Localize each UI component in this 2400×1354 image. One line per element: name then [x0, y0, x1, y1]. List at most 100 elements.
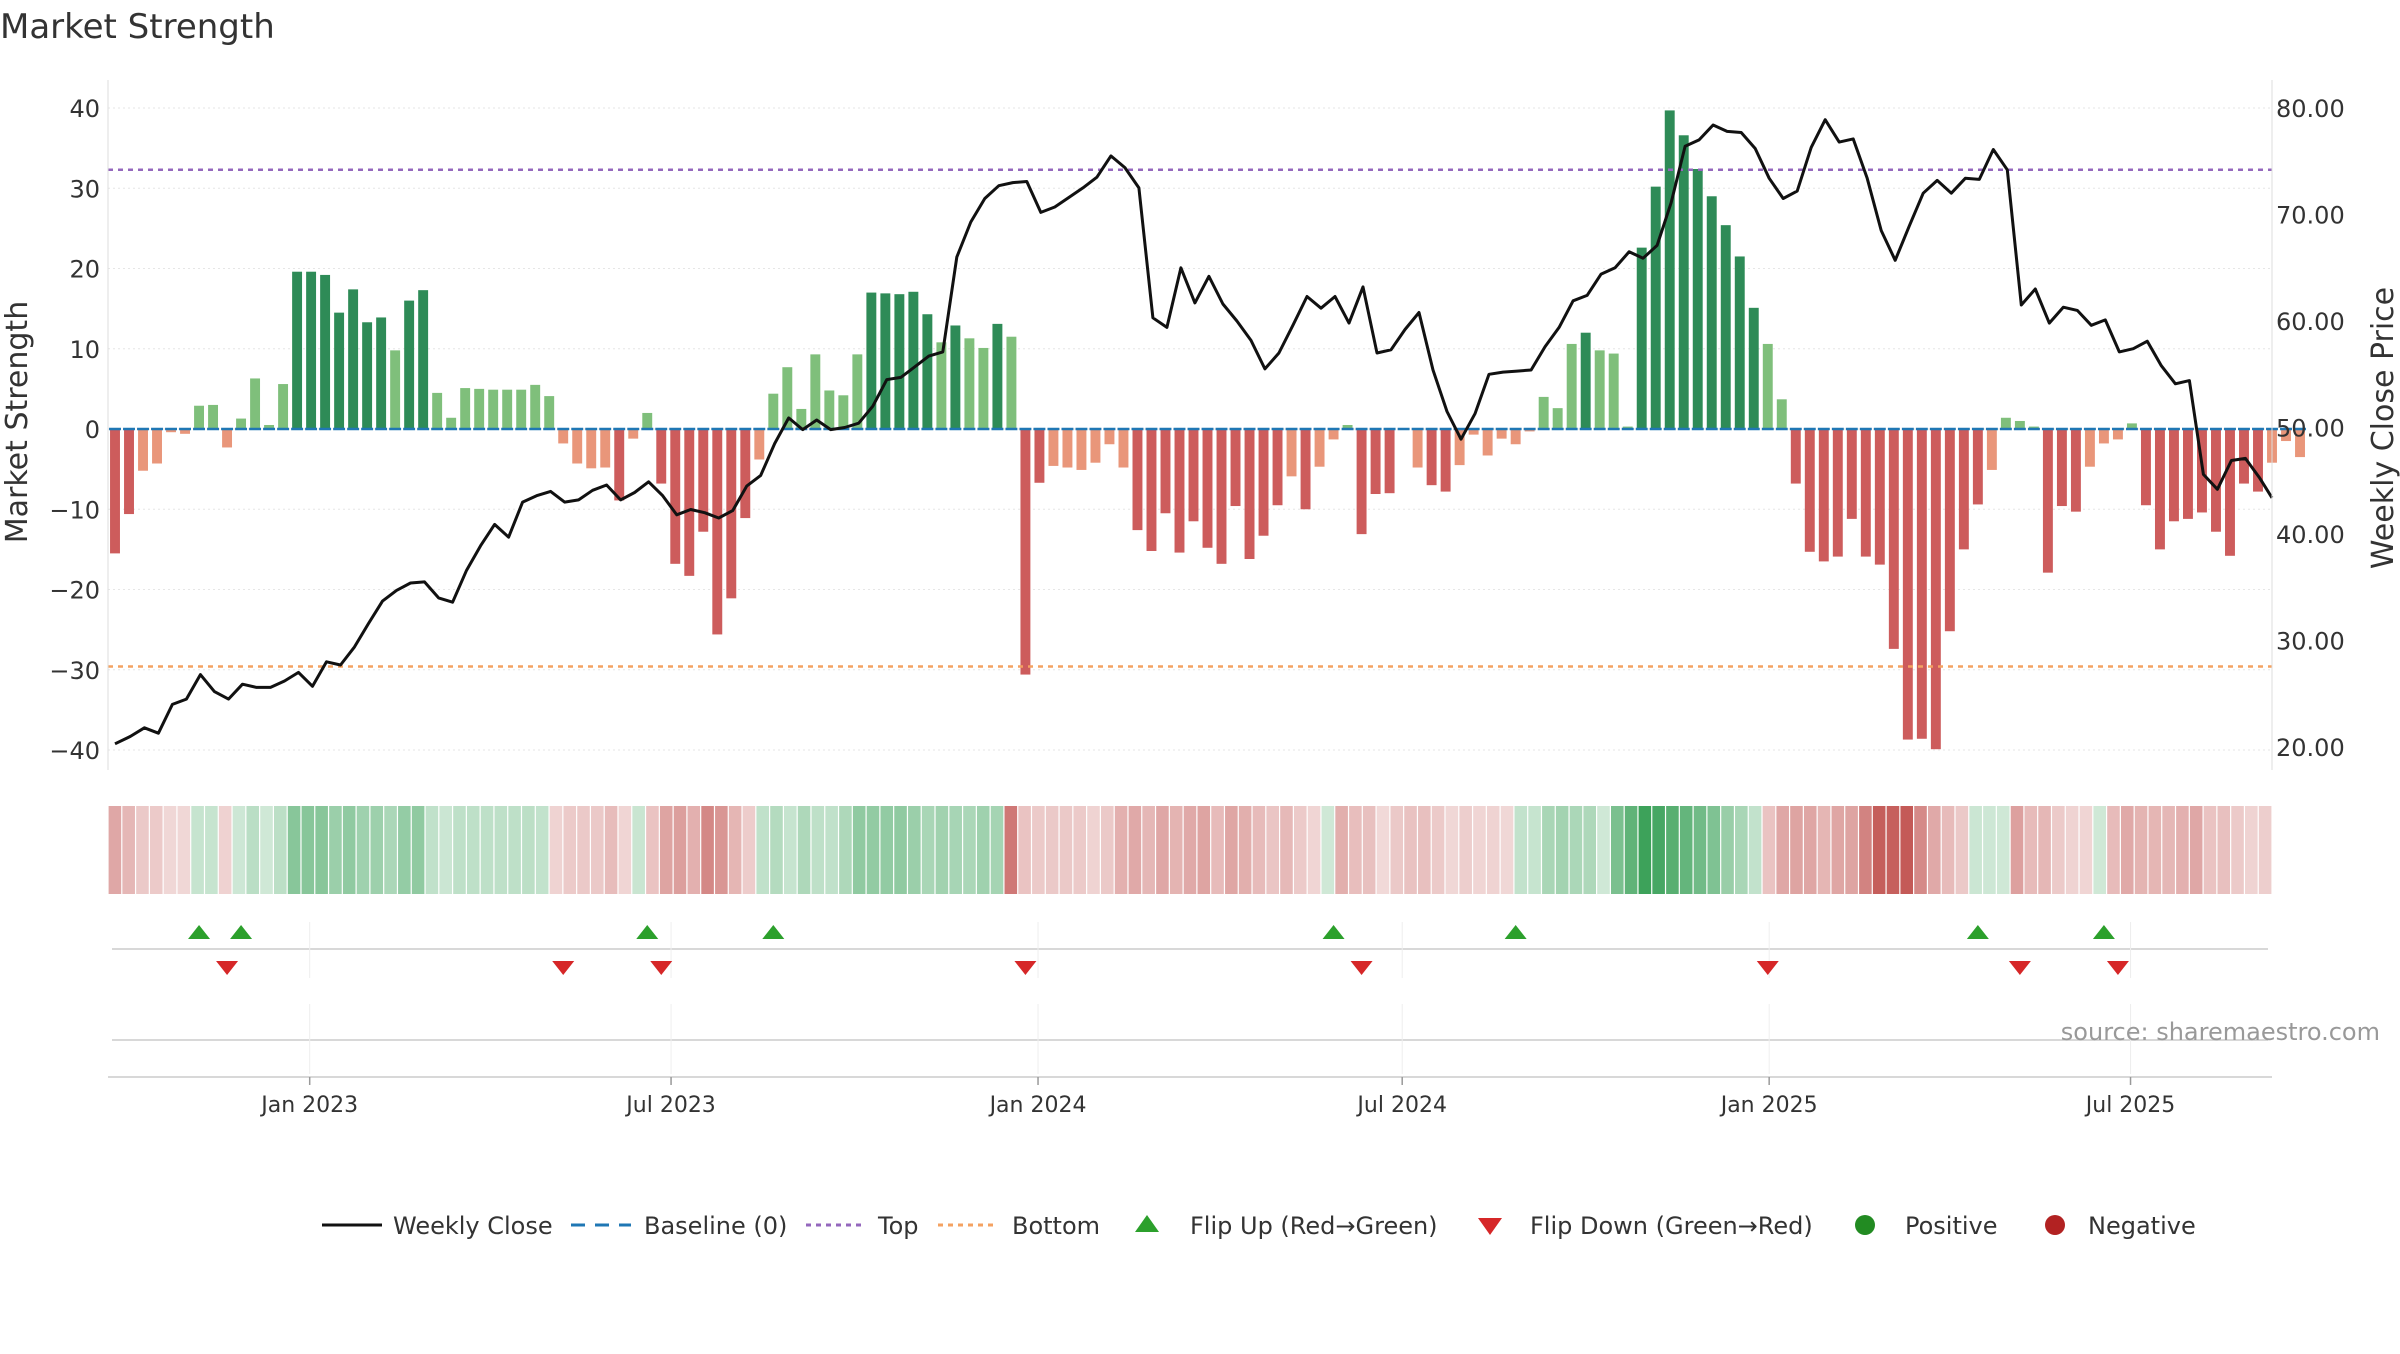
strength-bar [1244, 429, 1255, 560]
heat-cell [1900, 806, 1914, 894]
strength-bar [656, 429, 667, 484]
y-right-tick-label: 20.00 [2276, 734, 2345, 762]
heat-cell [1735, 806, 1748, 894]
strength-bar [698, 429, 709, 532]
heat-cell [453, 806, 466, 894]
strength-bar [516, 389, 527, 429]
x-axis: Jan 2023 Jul 2023 Jan 2024 Jul 2024 Jan 2025… [108, 1076, 2272, 1118]
heat-cell [1252, 806, 1266, 894]
heat-cell [2107, 806, 2120, 894]
x-tick-label: Jan 2023 [259, 1093, 358, 1118]
strength-bar [1006, 336, 1017, 429]
strength-bar [1762, 343, 1773, 429]
legend-swatch-flip-down [1478, 1218, 1502, 1235]
flip-down-marker [552, 961, 575, 975]
strength-bar [1636, 247, 1647, 429]
flip-down-marker [216, 961, 239, 975]
strength-bar [572, 429, 583, 464]
heat-cell [1445, 806, 1459, 894]
strength-bar [1804, 429, 1815, 552]
heat-cell [246, 806, 260, 894]
heat-cell [1101, 806, 1114, 894]
strength-bar [2084, 429, 2095, 467]
heat-cell [1872, 806, 1886, 894]
strength-bar [740, 429, 751, 519]
heat-cell [1514, 806, 1528, 894]
strength-bar [628, 429, 639, 439]
heat-cell [1431, 806, 1445, 894]
strength-bar [782, 367, 793, 429]
legend-item: Positive [1855, 1212, 1998, 1240]
strength-bar [320, 274, 331, 429]
heat-cell [1969, 806, 1982, 894]
strength-bar [1104, 429, 1115, 445]
heat-cell [342, 806, 356, 894]
strength-bar [796, 408, 807, 429]
heat-cell [1459, 806, 1472, 894]
heat-cell [1004, 806, 1018, 894]
heat-cell [1073, 806, 1087, 894]
flip-down-marker [1756, 961, 1779, 975]
legend-swatch-negative [2045, 1215, 2065, 1235]
heat-cell [1225, 806, 1238, 894]
axes: 40 30 20 10 0 −10 −20 −30 −40 80.00 70.00 60.00 50.0… [49, 80, 2345, 770]
heat-cell [1845, 806, 1858, 894]
heat-cell [921, 806, 935, 894]
heat-cell [218, 806, 232, 894]
flip-up-marker [1504, 925, 1527, 939]
heat-cell [2258, 806, 2272, 894]
heat-cell [149, 806, 163, 894]
heat-cell [1486, 806, 1500, 894]
strength-bar [754, 429, 765, 460]
strength-bar [1034, 429, 1045, 483]
strength-bar [1160, 429, 1171, 514]
heat-cell [2024, 806, 2038, 894]
strength-bar [824, 390, 835, 429]
heat-cell [1376, 806, 1390, 894]
strength-bar [1090, 429, 1101, 463]
heat-cell [522, 806, 535, 894]
strength-bar [404, 300, 415, 429]
strength-bar [866, 292, 877, 429]
heat-cell [1996, 806, 2010, 894]
heat-cell [1321, 806, 1335, 894]
heat-cell [1418, 806, 1431, 894]
heat-cell [1610, 806, 1624, 894]
strength-bar [768, 393, 779, 429]
heat-cell [1142, 806, 1155, 894]
strength-bar [2281, 429, 2291, 442]
heat-cell [949, 806, 962, 894]
strength-bar [1916, 429, 1927, 739]
heat-cell [632, 806, 645, 894]
heat-cell [301, 806, 315, 894]
strength-bar [1132, 429, 1143, 531]
strength-bar [278, 384, 289, 429]
heat-cell [1679, 806, 1693, 894]
strength-bar [460, 388, 471, 429]
heat-cell [1569, 806, 1583, 894]
strength-bar [348, 289, 359, 429]
strength-bar [432, 392, 443, 429]
y-left-tick-label: 10 [69, 336, 100, 364]
heat-cell [935, 806, 949, 894]
strength-bar [250, 378, 261, 429]
strength-bar [964, 338, 975, 429]
strength-bar [978, 347, 989, 429]
heat-cell [811, 806, 825, 894]
strength-bar [236, 418, 247, 429]
strength-bar [2154, 429, 2165, 550]
strength-bar [670, 429, 681, 564]
heat-cell [728, 806, 742, 894]
heat-cell [1666, 806, 1679, 894]
strength-bar [726, 429, 737, 599]
strength-bar [1482, 429, 1493, 456]
heat-cell [701, 806, 714, 894]
strength-bar [1944, 429, 1955, 632]
heat-cell [1197, 806, 1211, 894]
heat-cell [1790, 806, 1803, 894]
strength-bar [1020, 429, 1031, 675]
strength-bar [558, 429, 569, 444]
strength-bar [1216, 429, 1227, 564]
